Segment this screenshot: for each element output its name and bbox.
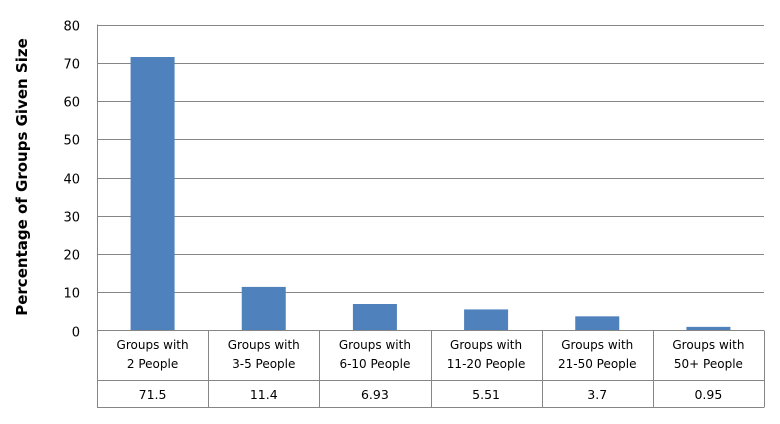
y-tick-label: 30 — [63, 211, 80, 226]
value-label: 5.51 — [472, 387, 500, 402]
value-label: 11.4 — [250, 387, 278, 402]
y-tick-label: 70 — [63, 58, 80, 73]
y-tick-label: 50 — [63, 134, 80, 149]
y-tick-label: 0 — [72, 326, 80, 341]
value-label: 3.7 — [587, 387, 607, 402]
category-label: Groups with 21-50 People — [558, 338, 637, 371]
y-axis-label: Percentage of Groups Given Size — [13, 38, 31, 316]
bars — [130, 57, 731, 331]
y-tick-label: 20 — [63, 249, 80, 264]
y-tick-label: 60 — [63, 96, 80, 111]
data-table: Groups with 2 People 71.5 Groups with 3-5 Pe… — [97, 330, 765, 408]
bar — [352, 303, 397, 331]
category-label: Groups with 3-5 People — [228, 338, 300, 371]
value-label: 71.5 — [139, 387, 167, 402]
y-tick-labels: 0 10 20 30 40 50 60 70 80 — [63, 20, 80, 341]
bar — [130, 57, 175, 331]
value-label: 0.95 — [694, 387, 722, 402]
value-label: 6.93 — [361, 387, 389, 402]
bar — [464, 309, 509, 331]
y-tick-label: 40 — [63, 173, 80, 188]
bar — [686, 326, 731, 331]
category-label: Groups with 6-10 People — [339, 338, 411, 371]
bar — [575, 316, 620, 331]
y-tick-label: 80 — [63, 20, 80, 35]
category-label: Groups with 11-20 People — [447, 338, 526, 371]
category-label: Groups with 50+ People — [672, 338, 744, 371]
bar — [241, 286, 286, 331]
category-label: Groups with 2 People — [117, 338, 189, 371]
gridlines — [97, 24, 764, 331]
y-tick-label: 10 — [63, 287, 80, 302]
